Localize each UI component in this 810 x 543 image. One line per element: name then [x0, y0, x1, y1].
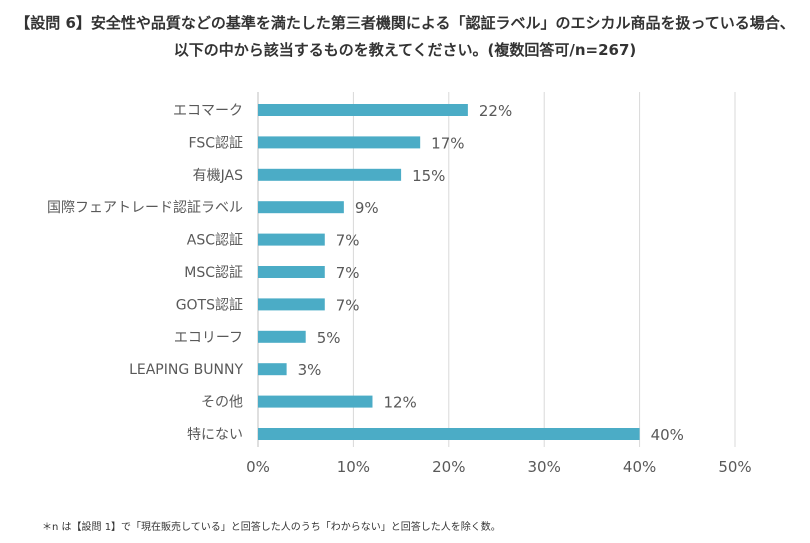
bar: [258, 233, 325, 246]
category-label: エコリーフ: [174, 330, 243, 346]
value-label: 7%: [336, 264, 360, 282]
footnote: ＊n は【設問 1】で「現在販売している」と回答した人のうち「わからない」と回答…: [42, 522, 501, 533]
category-label: FSC認証: [189, 135, 243, 151]
chart-title-line-2: 以下の中から該当するものを教えてください。(複数回答可/n=267): [173, 41, 637, 59]
chart-title-line-1: 【設問 6】安全性や品質などの基準を満たした第三者機関による「認証ラベル」のエシ…: [15, 14, 795, 32]
value-label: 7%: [336, 296, 360, 314]
category-label: エコマーク: [173, 103, 243, 119]
category-label: 国際フェアトレード認証ラベル: [47, 200, 243, 216]
value-label: 3%: [298, 361, 322, 379]
bar: [258, 168, 402, 181]
category-label: GOTS認証: [176, 297, 243, 313]
x-tick-label: 0%: [246, 458, 270, 476]
bar: [258, 136, 421, 149]
value-label: 7%: [336, 232, 360, 250]
category-label: 特にない: [187, 427, 243, 443]
value-label: 12%: [383, 394, 416, 412]
category-label: 有機JAS: [193, 168, 243, 184]
x-tick-label: 50%: [718, 458, 751, 476]
category-label: ASC認証: [187, 233, 243, 249]
x-tick-label: 40%: [623, 458, 656, 476]
bar: [258, 428, 640, 440]
x-tick-label: 10%: [337, 458, 370, 476]
bar: [258, 266, 325, 278]
category-label: その他: [201, 395, 243, 411]
x-tick-label: 30%: [528, 458, 561, 476]
bar: [258, 330, 306, 343]
bar: [258, 104, 468, 116]
value-label: 22%: [479, 102, 512, 120]
bar: [258, 201, 344, 214]
value-label: 9%: [355, 199, 379, 217]
category-label: LEAPING BUNNY: [129, 362, 243, 378]
value-label: 17%: [431, 134, 464, 152]
value-label: 40%: [651, 426, 684, 444]
bar: [258, 298, 325, 311]
bar: [258, 363, 287, 376]
chart-title: 【設問 6】安全性や品質などの基準を満たした第三者機関による「認証ラベル」のエシ…: [0, 10, 810, 64]
bar: [258, 395, 373, 408]
value-label: 5%: [317, 329, 341, 347]
value-label: 15%: [412, 167, 445, 185]
category-label: MSC認証: [184, 265, 243, 281]
x-tick-label: 20%: [432, 458, 465, 476]
